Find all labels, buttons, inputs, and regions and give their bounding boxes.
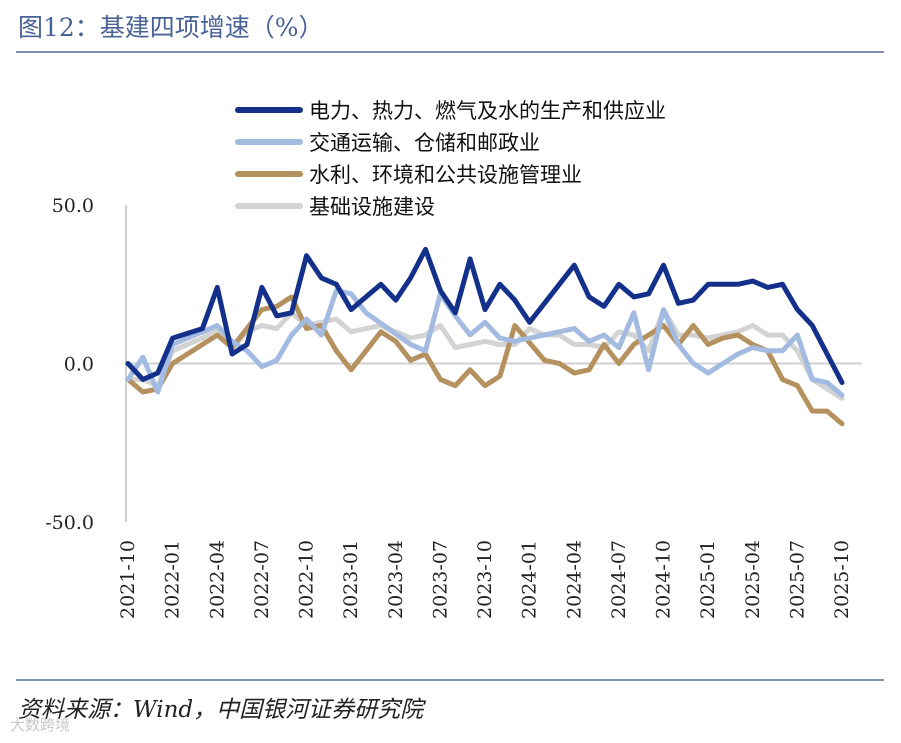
legend-label: 基础设施建设: [309, 195, 435, 219]
source-note: 资料来源：Wind，中国银河证券研究院: [18, 697, 424, 723]
legend-label: 水利、环境和公共设施管理业: [309, 163, 582, 187]
x-tick-label: 2023-04: [385, 540, 407, 619]
x-tick-label: 2024-04: [563, 540, 585, 619]
x-tick-label: 2025-10: [831, 540, 853, 619]
x-tick-label: 2022-04: [206, 540, 228, 619]
series-line-0: [125, 246, 845, 385]
x-tick-label: 2025-04: [742, 540, 764, 619]
series-line-1: [125, 288, 845, 398]
y-tick-label: 50.0: [52, 195, 94, 217]
x-tick-label: 2022-01: [162, 540, 184, 619]
y-tick-label: -50.0: [45, 512, 94, 534]
source-divider: [16, 679, 884, 681]
x-tick-label: 2023-07: [429, 540, 451, 619]
y-tick-label: 0.0: [64, 354, 94, 376]
x-tick-label: 2024-10: [653, 540, 675, 619]
watermark: 大数跨境: [10, 716, 71, 734]
x-tick-label: 2024-07: [608, 540, 630, 619]
title-divider: [16, 51, 884, 53]
x-tick-label: 2022-07: [251, 540, 273, 619]
x-tick-label: 2021-10: [117, 540, 139, 619]
line-chart: 电力、热力、燃气及水的生产和供应业交通运输、仓储和邮政业水利、环境和公共设施管理…: [45, 99, 862, 619]
legend-label: 电力、热力、燃气及水的生产和供应业: [309, 99, 666, 123]
x-tick-label: 2023-01: [340, 540, 362, 619]
x-tick-label: 2023-10: [474, 540, 496, 619]
series-line-3: [125, 307, 845, 401]
series-lines: [125, 246, 845, 427]
x-tick-label: 2025-07: [786, 540, 808, 619]
legend: 电力、热力、燃气及水的生产和供应业交通运输、仓储和邮政业水利、环境和公共设施管理…: [235, 99, 666, 219]
series-line-2: [125, 294, 845, 427]
axes: 50.0 0.0 -50.0 2021-10 2022-01 2022-04 2022-07…: [45, 195, 862, 619]
x-tick-label: 2022-10: [296, 540, 318, 619]
legend-label: 交通运输、仓储和邮政业: [309, 131, 540, 155]
x-tick-label: 2025-01: [697, 540, 719, 619]
x-tick-label: 2024-01: [519, 540, 541, 619]
chart-title: 图12：基建四项增速（%）: [18, 13, 324, 42]
